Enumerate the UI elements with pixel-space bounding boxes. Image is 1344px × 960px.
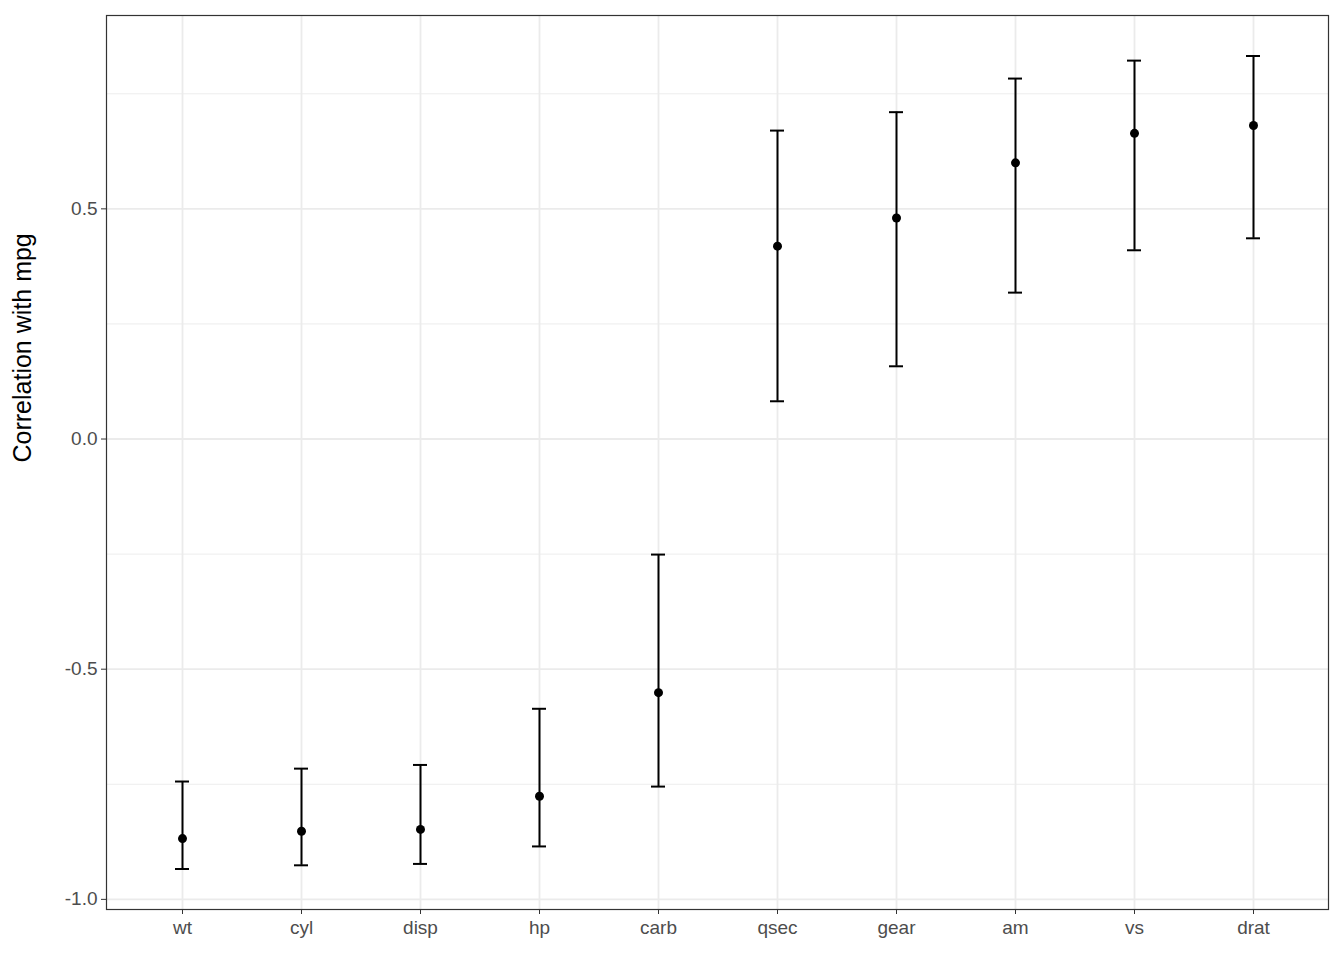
svg-text:Correlation with mpg: Correlation with mpg (8, 233, 36, 462)
svg-text:gear: gear (877, 917, 916, 938)
svg-text:hp: hp (529, 917, 550, 938)
svg-text:cyl: cyl (290, 917, 313, 938)
svg-text:-0.5: -0.5 (65, 658, 98, 679)
svg-text:wt: wt (172, 917, 193, 938)
svg-text:qsec: qsec (757, 917, 797, 938)
svg-text:disp: disp (403, 917, 438, 938)
svg-text:vs: vs (1125, 917, 1144, 938)
svg-text:0.5: 0.5 (71, 198, 97, 219)
svg-text:am: am (1002, 917, 1028, 938)
svg-text:carb: carb (640, 917, 677, 938)
svg-text:0.0: 0.0 (71, 428, 97, 449)
svg-text:drat: drat (1237, 917, 1270, 938)
svg-text:-1.0: -1.0 (65, 888, 98, 909)
